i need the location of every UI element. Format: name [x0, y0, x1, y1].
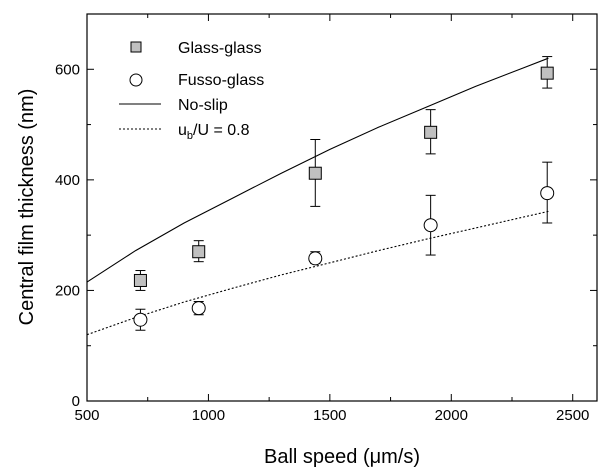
no-slip-curve: [86, 57, 549, 283]
fusso-glass-marker: [133, 312, 148, 327]
x-tick-label: 1000: [192, 407, 225, 424]
y-tick-label: 600: [55, 61, 80, 78]
glass-glass-marker: [133, 273, 147, 287]
y-axis-title: Central film thickness (nm): [16, 89, 38, 326]
model-curves: [86, 57, 549, 336]
glass-glass-marker: [308, 166, 322, 180]
legend-label-fusso-glass: Fusso-glass: [178, 72, 264, 89]
legend-label-no-slip: No-slip: [178, 97, 228, 114]
x-tick-label: 500: [74, 407, 99, 424]
legend-marker-glass-glass: [130, 41, 142, 53]
axis-ticks: [86, 14, 597, 402]
fusso-glass-marker: [423, 218, 438, 233]
tick-labels: 500 1000 1500 2000 2500 0 200 400 600: [55, 61, 589, 424]
y-tick-label: 400: [55, 172, 80, 189]
legend-label-slip: ub/U = 0.8: [178, 122, 250, 142]
legend: Glass-glass Fusso-glass No-slip ub/U = 0…: [119, 40, 264, 142]
glass-glass-marker: [192, 245, 206, 259]
fusso-glass-marker: [191, 301, 206, 316]
y-tick-label: 0: [72, 393, 80, 410]
slip-curve: [86, 210, 549, 336]
fusso-glass-marker: [308, 251, 323, 266]
legend-marker-fusso-glass: [129, 73, 143, 87]
fusso-glass-marker: [540, 186, 555, 201]
glass-glass-marker: [424, 125, 438, 139]
legend-label-glass-glass: Glass-glass: [178, 40, 262, 57]
x-axis-title: Ball speed (μm/s): [264, 446, 420, 468]
glass-glass-marker: [540, 66, 554, 80]
x-tick-label: 2000: [435, 407, 468, 424]
plot-frame: [86, 13, 598, 402]
x-tick-label: 1500: [313, 407, 346, 424]
data-points: [133, 56, 555, 331]
x-tick-label: 2500: [556, 407, 589, 424]
y-tick-label: 200: [55, 282, 80, 299]
